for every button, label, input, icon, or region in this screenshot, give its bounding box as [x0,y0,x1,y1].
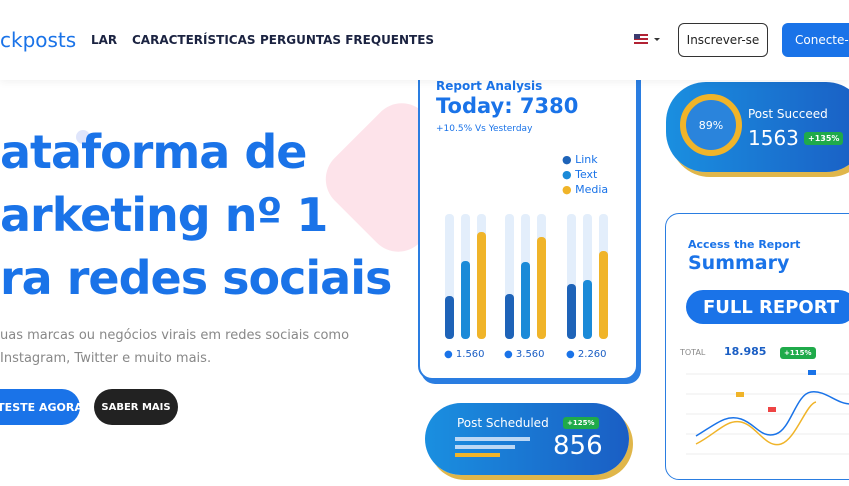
nav-link[interactable]: LAR [91,33,118,47]
login-button[interactable]: Conecte-s [782,23,849,57]
report-card: Report Analysis Today: 7380 +10.5% Vs Ye… [418,62,638,380]
line-illustration [686,370,849,455]
bar-illustration [445,214,608,339]
badge: +125% [563,417,599,429]
decor-dot [76,130,90,144]
bars-icon [455,437,530,457]
header: ckposts LAR CARACTERÍSTICAS PERGUNTAS FR… [0,0,849,80]
total-value: 18.985 [724,345,767,358]
badge: +115% [780,347,816,359]
card-title: Summary [688,252,790,274]
language-flag[interactable] [634,34,662,46]
nav-link[interactable]: CARACTERÍSTICAS [132,33,256,47]
legend-label: Media [575,183,609,196]
total: ● 2.260 [566,349,607,360]
badge: +135% [804,132,844,145]
total-label: TOTAL [680,348,706,357]
nav-link[interactable]: PERGUNTAS FREQUENTES [260,33,435,47]
secondary-button[interactable]: SABER MAIS [94,389,178,425]
hero-title: ra redes sociais [0,251,392,305]
card-kicker: Access the Report [688,238,801,251]
scheduled-card: Post Scheduled +125% 856 [425,403,629,475]
legend-label: Link [575,153,598,166]
succeed-card: 89% Post Succeed 1563 +135% [666,82,849,172]
card-title: Post Scheduled [457,416,549,430]
logo[interactable]: ckposts [0,28,77,52]
legend-item: ● Link [562,153,598,166]
card-value: 856 [553,431,603,461]
legend-label: Text [575,168,598,181]
hero-subtitle: uas marcas ou negócios virais em redes s… [0,328,350,343]
summary-card: Access the Report Summary FULL REPORT TO… [665,213,849,480]
hero-subtitle: Instagram, Twitter e muito mais. [0,351,212,366]
card-value: 1563 [748,126,799,150]
report-button[interactable]: FULL REPORT [686,290,849,324]
legend: ● Link ● Text ● Media [562,152,608,197]
legend-item: ● Media [562,183,609,196]
card-title: Report Analysis [436,79,543,93]
total: ● 1.560 [444,349,485,360]
hero-title: ataforma de [0,125,307,179]
total: ● 3.560 [504,349,545,360]
hero-title: arketing nº 1 [0,188,328,242]
percent-ring: 89% [680,94,742,156]
card-title: Post Succeed [748,107,828,121]
primary-button[interactable]: TESTE AGORA [0,389,83,425]
card-change: +10.5% Vs Yesterday [436,124,533,134]
card-value: Today: 7380 [436,94,579,118]
signup-button[interactable]: Inscrever-se [678,23,768,57]
legend-item: ● Text [562,168,598,181]
